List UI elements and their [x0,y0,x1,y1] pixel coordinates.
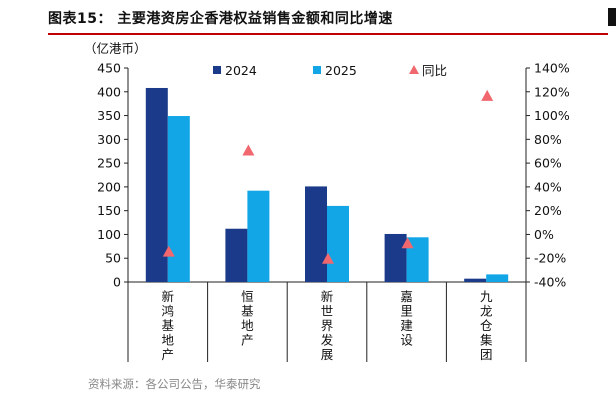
legend-label: 2025 [325,63,357,78]
y-tick-label: 350 [97,108,121,123]
x-tick-label-char: 地 [241,318,254,333]
y2-tick-label: -20% [534,251,566,266]
point-同比 [481,89,494,101]
point-同比 [322,252,334,264]
x-tick-label-char: 龙 [480,304,493,319]
bar-2025 [247,190,270,282]
y-tick-label: 250 [97,156,121,171]
x-tick-label-char: 嘉 [400,289,413,304]
x-tick-label-char: 里 [400,304,413,319]
y-axis-unit: （亿港币） [84,41,147,56]
x-tick-label-char: 恒 [241,289,254,304]
legend-swatch-2025 [313,66,321,74]
x-tick-label-char: 地 [162,333,175,348]
y2-tick-label: 0% [534,227,554,242]
y-tick-label: 50 [105,251,121,266]
y2-tick-label: -40% [534,275,566,290]
legend-label: 2024 [225,63,257,78]
x-tick-label-char: 集 [480,333,493,348]
x-tick-label-char: 发 [321,333,334,348]
x-tick-label-char: 仓 [480,318,493,333]
y-tick-label: 150 [97,203,121,218]
x-tick-label-char: 基 [162,318,175,333]
x-tick-label-char: 九 [480,289,493,304]
x-tick-label-char: 基 [241,304,254,319]
y2-tick-label: 140% [534,61,570,76]
source-note: 资料来源：各公司公告，华泰研究 [88,377,261,391]
y2-tick-label: 60% [534,156,562,171]
chart-title: 图表15： 主要港资房企香港权益销售金额和同比增速 [48,11,393,27]
x-tick-label-char: 世 [321,304,334,319]
bar-2025 [406,237,429,282]
x-tick-label-char: 新 [321,289,334,304]
x-tick-label-char: 新 [162,289,175,304]
x-tick-label-char: 界 [321,318,334,333]
x-tick-label-char: 建 [400,318,413,333]
edge-fragment [608,8,616,26]
bar-2025 [486,274,509,282]
x-tick-label-char: 设 [400,333,413,348]
y2-tick-label: 80% [534,132,562,147]
point-同比 [401,237,414,249]
legend-swatch-同比 [409,65,419,74]
bar-2024 [225,228,248,282]
x-tick-label-char: 团 [480,347,493,362]
legend-swatch-2024 [213,66,221,74]
bar-2025 [327,205,349,282]
x-tick-label-char: 产 [241,333,254,348]
y-tick-label: 0 [113,275,121,290]
y-tick-label: 200 [97,179,121,194]
y2-tick-label: 40% [534,179,562,194]
y-tick-label: 300 [97,132,121,147]
legend-label: 同比 [422,63,447,78]
bar-2024 [305,186,327,282]
bar-2025 [167,116,190,282]
y2-tick-label: 120% [534,84,570,99]
x-tick-label-char: 鸿 [162,304,175,319]
y-tick-label: 400 [97,84,121,99]
y2-tick-label: 100% [534,108,570,123]
point-同比 [242,144,255,156]
y-tick-label: 450 [97,61,121,76]
x-tick-label-char: 产 [162,347,175,362]
bar-2024 [464,278,487,282]
y2-tick-label: 20% [534,203,562,218]
x-tick-label-char: 展 [321,347,334,362]
point-同比 [162,245,175,257]
title-rule [48,33,608,35]
bar-2024 [384,233,407,282]
y-tick-label: 100 [97,227,121,242]
bar-2024 [145,87,168,283]
